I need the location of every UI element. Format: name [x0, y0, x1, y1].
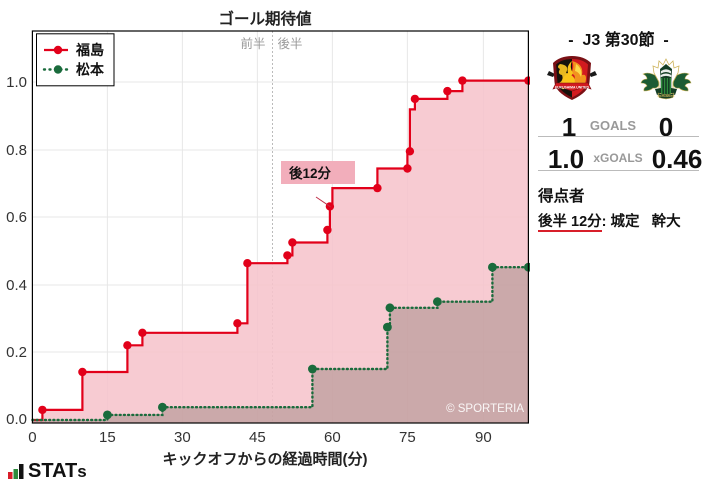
svg-text:15: 15	[99, 429, 116, 446]
svg-text:0: 0	[28, 429, 36, 446]
svg-text:1.0: 1.0	[6, 74, 27, 91]
svg-text:後12分: 後12分	[289, 165, 332, 181]
svg-text:0.6: 0.6	[6, 209, 27, 226]
svg-text:MATSUMOTO: MATSUMOTO	[658, 94, 675, 98]
svg-text:松本: 松本	[76, 62, 105, 78]
svg-text:後半: 後半	[277, 37, 302, 51]
svg-text:福島: 福島	[75, 42, 104, 58]
svg-text:© SPORTERIA: © SPORTERIA	[446, 403, 524, 415]
svg-text:0.2: 0.2	[6, 344, 27, 361]
svg-text:90: 90	[475, 429, 492, 446]
svg-text:0.0: 0.0	[6, 411, 27, 428]
svg-text:前半: 前半	[240, 36, 265, 51]
svg-text:0.8: 0.8	[6, 142, 27, 159]
svg-text:60: 60	[324, 429, 341, 446]
svg-text:0.4: 0.4	[6, 277, 27, 294]
svg-text:FUKUSHIMA UNITED: FUKUSHIMA UNITED	[555, 86, 589, 90]
svg-text:45: 45	[249, 429, 266, 446]
svg-text:30: 30	[174, 429, 191, 446]
svg-text:75: 75	[399, 429, 416, 446]
